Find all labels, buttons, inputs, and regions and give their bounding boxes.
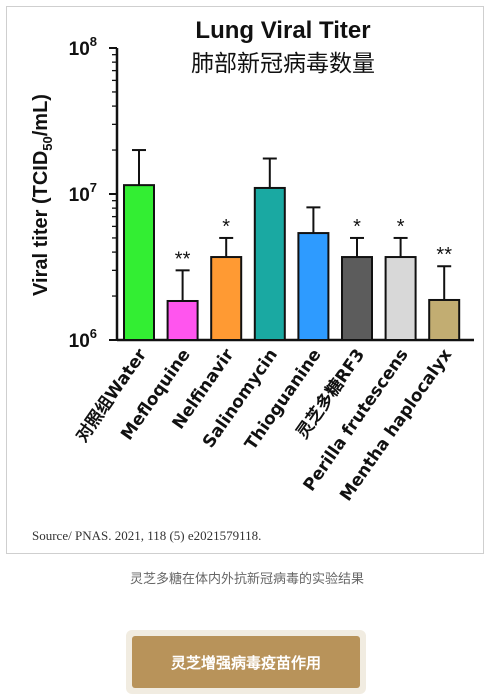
bar [166, 299, 199, 341]
vaccine-article-button-label: 灵芝增强病毒疫苗作用 [132, 636, 360, 688]
significance-label: * [397, 216, 405, 238]
significance-label: * [353, 216, 361, 238]
bar [384, 256, 417, 341]
significance-label: * [222, 216, 230, 238]
bar [341, 256, 373, 341]
y-axis-label: Viral titer (TCID50/mL) [30, 94, 55, 296]
y-tick-label: 106 [69, 326, 97, 352]
source-citation: Source/ PNAS. 2021, 118 (5) e2021579118. [32, 528, 262, 543]
significance-label: ** [436, 244, 452, 266]
bar [297, 232, 330, 341]
bar [253, 186, 286, 341]
chart-subtitle: 肺部新冠病毒数量 [191, 51, 375, 77]
bar [123, 184, 155, 341]
y-tick-label: 107 [69, 180, 97, 206]
plot-area: 106107108对照组Water**Mefloquine*Nelfinavir… [69, 34, 474, 505]
bar [210, 256, 243, 341]
significance-label: ** [175, 248, 191, 270]
vaccine-article-button[interactable]: 灵芝增强病毒疫苗作用 [126, 630, 366, 694]
figure-caption: 灵芝多糖在体内外抗新冠病毒的实验结果 [129, 572, 364, 587]
chart-title: Lung Viral Titer [195, 17, 370, 44]
bar-chart: Lung Viral Titer 肺部新冠病毒数量 Viral titer (T… [30, 17, 474, 505]
y-tick-label: 108 [69, 34, 97, 60]
bar [428, 298, 461, 342]
